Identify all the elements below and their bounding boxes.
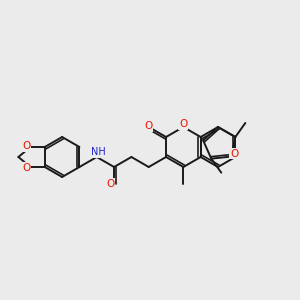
Text: O: O — [106, 179, 114, 189]
Text: NH: NH — [92, 147, 106, 157]
Text: O: O — [144, 121, 153, 131]
Text: O: O — [179, 119, 188, 129]
Text: O: O — [22, 141, 31, 151]
Text: O: O — [22, 163, 31, 173]
Text: O: O — [230, 148, 238, 159]
